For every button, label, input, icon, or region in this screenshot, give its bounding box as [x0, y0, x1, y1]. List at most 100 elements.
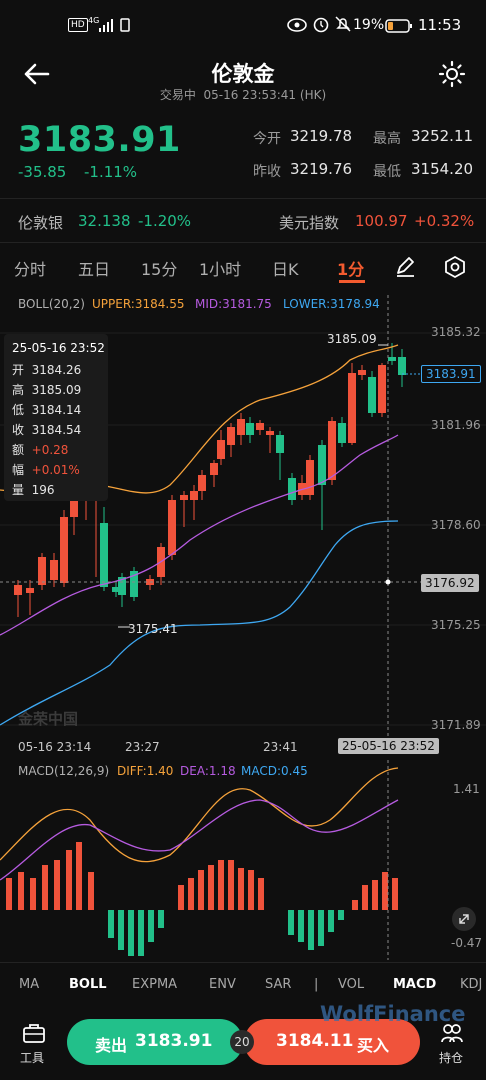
- indicator-separator: |: [314, 977, 319, 992]
- boll-lower-line: [0, 520, 399, 726]
- y-tick: 3181.96: [431, 418, 481, 432]
- tab-1min[interactable]: 1分: [337, 260, 365, 279]
- y-tick: 3171.89: [431, 718, 481, 732]
- macd-bar: [76, 842, 82, 910]
- divider: [0, 198, 486, 199]
- indicator-env[interactable]: ENV: [209, 977, 236, 992]
- trading-status: 交易中 05-16 23:53:41 (HK): [159, 88, 327, 102]
- back-icon[interactable]: [22, 62, 50, 90]
- sell-label: 卖出: [95, 1036, 128, 1055]
- indicator-expma[interactable]: EXPMA: [132, 977, 178, 992]
- boll-legend-upper: UPPER:3184.55: [92, 297, 185, 311]
- tools-label[interactable]: 工具: [20, 1051, 45, 1065]
- candle: [26, 588, 34, 593]
- leverage-badge[interactable]: 20: [230, 1030, 254, 1054]
- dxy-label[interactable]: 美元指数: [279, 214, 340, 232]
- price-change-pct: -1.11%: [84, 163, 138, 181]
- buy-button[interactable]: 3184.11 买入: [244, 1019, 420, 1065]
- indicator-macd[interactable]: MACD: [393, 977, 437, 992]
- y-tick: 3185.32: [431, 325, 481, 339]
- candle: [130, 571, 138, 597]
- positions-label[interactable]: 持仓: [439, 1051, 464, 1065]
- tab-1hour[interactable]: 1小时: [199, 260, 242, 279]
- tab-daily-k[interactable]: 日K: [272, 260, 299, 279]
- candle: [388, 357, 396, 361]
- indicator-ma[interactable]: MA: [19, 977, 40, 992]
- macd-chart[interactable]: [0, 760, 486, 965]
- dxy-pct: +0.32%: [414, 212, 475, 230]
- candle: [190, 491, 198, 500]
- candle: [210, 463, 218, 475]
- macd-bar: [228, 860, 234, 910]
- macd-bar: [6, 878, 12, 910]
- tooltip-close: 收 3184.54: [12, 423, 82, 437]
- candle: [60, 517, 68, 583]
- candle: [306, 460, 314, 495]
- tooltip-amount: 额 +0.28: [12, 443, 69, 457]
- tooltip-range: 幅 +0.01%: [12, 463, 80, 477]
- candle: [348, 373, 356, 443]
- tooltip-high: 高 3185.09: [12, 383, 82, 397]
- tab-five-day[interactable]: 五日: [78, 260, 111, 279]
- crosshair-point: [385, 579, 391, 585]
- macd-bar: [248, 870, 254, 910]
- candle: [266, 431, 274, 435]
- prev-close-label: 昨收: [253, 164, 281, 180]
- last-price: 3183.91: [18, 120, 181, 160]
- alarm-icon: [312, 15, 330, 37]
- min-price-label: 3175.41: [128, 622, 178, 636]
- sim-icon: [120, 17, 130, 36]
- macd-bar: [66, 850, 72, 910]
- macd-bar: [138, 910, 144, 956]
- indicator-settings-icon[interactable]: [443, 255, 467, 283]
- macd-legend-macd: MACD:0.45: [241, 764, 308, 778]
- sell-button[interactable]: 卖出 3183.91: [67, 1019, 243, 1065]
- macd-bar: [188, 878, 194, 910]
- network-badge: 4G: [88, 16, 100, 25]
- crosshair-tooltip: 25-05-16 23:52 开 3184.26 高 3185.09 低 318…: [4, 334, 108, 501]
- tab-intraday[interactable]: 分时: [14, 260, 47, 279]
- open-value: 3219.78: [290, 127, 353, 145]
- candle: [276, 435, 284, 453]
- candle: [227, 427, 235, 445]
- low-value: 3154.20: [411, 160, 474, 178]
- active-tab-indicator: [339, 280, 365, 283]
- high-label: 最高: [373, 131, 401, 147]
- macd-bar: [54, 860, 60, 910]
- macd-bar: [128, 910, 134, 956]
- indicator-vol[interactable]: VOL: [338, 977, 365, 992]
- candle: [318, 445, 326, 485]
- y-tick: 3175.25: [431, 618, 481, 632]
- hd-badge: HD: [68, 18, 88, 32]
- candle: [358, 370, 366, 375]
- macd-bar: [118, 910, 124, 950]
- candle: [118, 577, 126, 595]
- prev-close-value: 3219.76: [290, 160, 353, 178]
- y-tick: 3178.60: [431, 518, 481, 532]
- indicator-kdj[interactable]: KDJ: [460, 977, 483, 992]
- positions-icon[interactable]: [440, 1022, 464, 1048]
- macd-dea-line: [0, 799, 399, 881]
- price-change: -35.85: [18, 163, 67, 181]
- draw-pen-icon[interactable]: [394, 255, 416, 281]
- silver-label[interactable]: 伦敦银: [18, 214, 64, 232]
- sell-price: 3183.91: [135, 1031, 213, 1051]
- toolbox-icon[interactable]: [22, 1022, 46, 1048]
- silver-price: 32.138: [78, 212, 131, 230]
- macd-bar: [258, 878, 264, 910]
- candle: [256, 423, 264, 430]
- settings-gear-icon[interactable]: [438, 60, 466, 92]
- eye-icon: [287, 17, 307, 36]
- macd-bar: [42, 865, 48, 910]
- battery-icon: [385, 18, 413, 37]
- tab-15min[interactable]: 15分: [141, 260, 178, 279]
- candle: [328, 421, 336, 480]
- macd-bar: [178, 885, 184, 910]
- battery-percent: 19%: [353, 17, 385, 33]
- indicator-boll[interactable]: BOLL: [69, 977, 107, 992]
- fullscreen-icon[interactable]: [451, 906, 477, 936]
- indicator-sar[interactable]: SAR: [265, 977, 292, 992]
- divider: [0, 962, 486, 963]
- header: 伦敦金 交易中 05-16 23:53:41 (HK): [0, 52, 486, 112]
- current-price-tag: 3183.91: [421, 365, 481, 383]
